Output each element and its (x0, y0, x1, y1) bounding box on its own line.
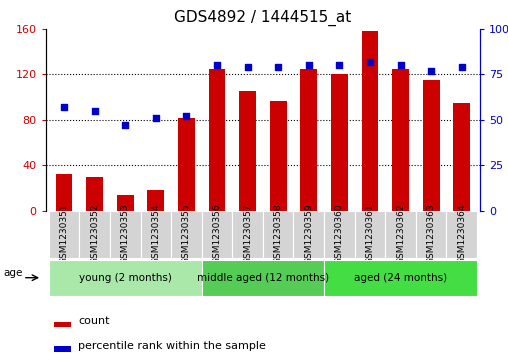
Point (213, 62, 221, 68)
Point (396, 62, 404, 68)
Point (427, 68, 435, 74)
Bar (117, 195, 134, 211)
Bar (86, 176, 103, 211)
Text: GSM1230360: GSM1230360 (335, 204, 344, 265)
Title: GDS4892 / 1444515_at: GDS4892 / 1444515_at (174, 10, 352, 26)
Bar (110, 211, 141, 258)
Bar (49, 211, 79, 258)
Bar (324, 260, 477, 296)
Bar (202, 211, 232, 258)
Bar (54, 346, 71, 352)
Text: GSM1230364: GSM1230364 (457, 204, 466, 264)
Text: GSM1230351: GSM1230351 (59, 204, 69, 265)
Point (121, 122, 130, 128)
Point (243, 64, 251, 70)
Point (182, 113, 190, 119)
Bar (141, 211, 171, 258)
Text: age: age (4, 268, 23, 278)
Bar (270, 101, 287, 211)
Point (90, 108, 99, 114)
Point (305, 62, 313, 68)
Bar (294, 211, 324, 258)
Bar (355, 211, 385, 258)
Text: GSM1230362: GSM1230362 (396, 204, 405, 264)
Text: GSM1230357: GSM1230357 (243, 204, 252, 265)
Text: young (2 months): young (2 months) (79, 273, 172, 283)
Bar (362, 31, 378, 211)
Text: GSM1230355: GSM1230355 (182, 204, 191, 265)
Bar (447, 211, 477, 258)
Bar (416, 211, 447, 258)
Bar (178, 118, 195, 211)
Text: GSM1230363: GSM1230363 (427, 204, 436, 265)
Text: GSM1230359: GSM1230359 (304, 204, 313, 265)
Bar (54, 322, 71, 327)
Bar (56, 174, 73, 211)
Point (366, 59, 374, 65)
Bar (331, 74, 348, 211)
Bar (171, 211, 202, 258)
Bar (324, 211, 355, 258)
Text: GSM1230361: GSM1230361 (365, 204, 374, 265)
Bar (453, 103, 470, 211)
Point (60, 104, 68, 110)
Bar (423, 80, 439, 211)
Bar (392, 69, 409, 211)
Text: count: count (78, 316, 110, 326)
Text: GSM1230354: GSM1230354 (151, 204, 161, 264)
Text: aged (24 months): aged (24 months) (354, 273, 447, 283)
Bar (232, 211, 263, 258)
Bar (300, 69, 317, 211)
Text: middle aged (12 months): middle aged (12 months) (197, 273, 329, 283)
Bar (79, 211, 110, 258)
Bar (239, 91, 256, 211)
Text: GSM1230352: GSM1230352 (90, 204, 99, 264)
Point (274, 64, 282, 70)
Bar (49, 260, 202, 296)
Point (458, 64, 466, 70)
Bar (385, 211, 416, 258)
Text: GSM1230353: GSM1230353 (121, 204, 130, 265)
Text: GSM1230356: GSM1230356 (212, 204, 221, 265)
Point (152, 115, 160, 121)
Bar (263, 211, 294, 258)
Point (335, 62, 343, 68)
Bar (209, 69, 226, 211)
Bar (147, 190, 164, 211)
Text: percentile rank within the sample: percentile rank within the sample (78, 341, 266, 351)
Bar (202, 260, 324, 296)
Text: GSM1230358: GSM1230358 (274, 204, 282, 265)
